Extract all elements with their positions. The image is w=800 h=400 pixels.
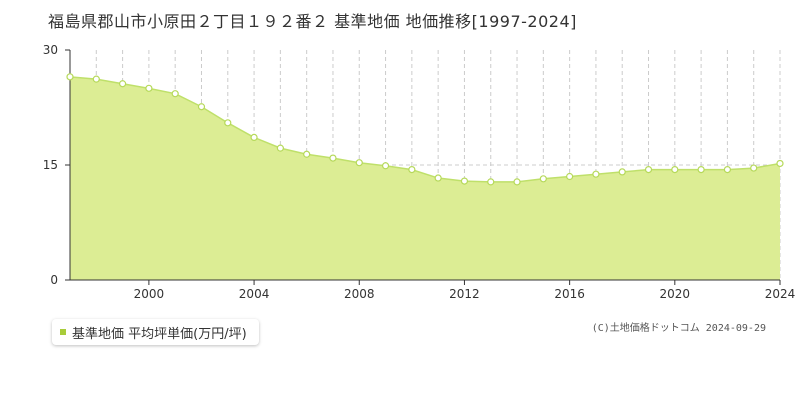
x-tick-label: 2016 — [554, 287, 585, 301]
x-tick-label: 2012 — [449, 287, 480, 301]
data-point — [671, 166, 679, 174]
x-tick-label: 2020 — [660, 287, 691, 301]
series-line — [69, 76, 781, 183]
data-point — [460, 177, 469, 185]
data-point — [118, 80, 127, 88]
data-point — [723, 166, 732, 174]
x-axis-labels: 2000 2004 2008 2012 2016 2020 2024 — [134, 287, 796, 301]
copyright-text: (C)土地価格ドットコム 2024-09-29 — [591, 323, 766, 334]
axes — [65, 49, 781, 285]
data-point — [92, 75, 100, 83]
data-point — [592, 170, 600, 178]
data-point — [697, 166, 705, 174]
legend-swatch — [60, 329, 66, 335]
data-point — [381, 162, 390, 170]
data-point — [776, 159, 784, 168]
data-point — [276, 144, 284, 152]
data-point — [487, 178, 495, 186]
x-tick-label: 2000 — [134, 287, 165, 301]
data-point — [408, 166, 416, 174]
x-tick-label: 2024 — [765, 287, 796, 301]
data-point — [250, 133, 258, 141]
data-point — [224, 119, 232, 127]
chart-title: 福島県郡山市小原田２丁目１９２番２ 基準地価 地価推移[1997-2024] — [48, 12, 577, 31]
x-tick-label: 2004 — [239, 287, 270, 301]
y-tick-label: 15 — [43, 158, 58, 172]
y-tick-label: 0 — [50, 273, 58, 287]
data-point — [197, 103, 206, 111]
data-point — [539, 175, 547, 183]
legend-label: 基準地価 平均坪単価(万円/坪) — [72, 326, 247, 342]
y-axis-labels: 0 15 30 — [43, 43, 58, 287]
data-point — [171, 90, 179, 98]
legend: 基準地価 平均坪単価(万円/坪) — [52, 319, 259, 345]
data-point — [750, 164, 758, 172]
data-point — [329, 154, 337, 162]
data-point — [513, 178, 521, 186]
series-area — [70, 76, 780, 280]
data-point — [355, 159, 363, 167]
data-point — [566, 172, 574, 181]
y-tick-label: 30 — [43, 43, 58, 57]
data-point — [618, 168, 626, 176]
data-point — [434, 174, 442, 182]
data-points — [66, 73, 784, 186]
data-point — [303, 150, 311, 158]
data-point — [66, 73, 74, 81]
data-point — [644, 166, 653, 174]
data-point — [145, 84, 153, 92]
x-tick-label: 2008 — [344, 287, 375, 301]
